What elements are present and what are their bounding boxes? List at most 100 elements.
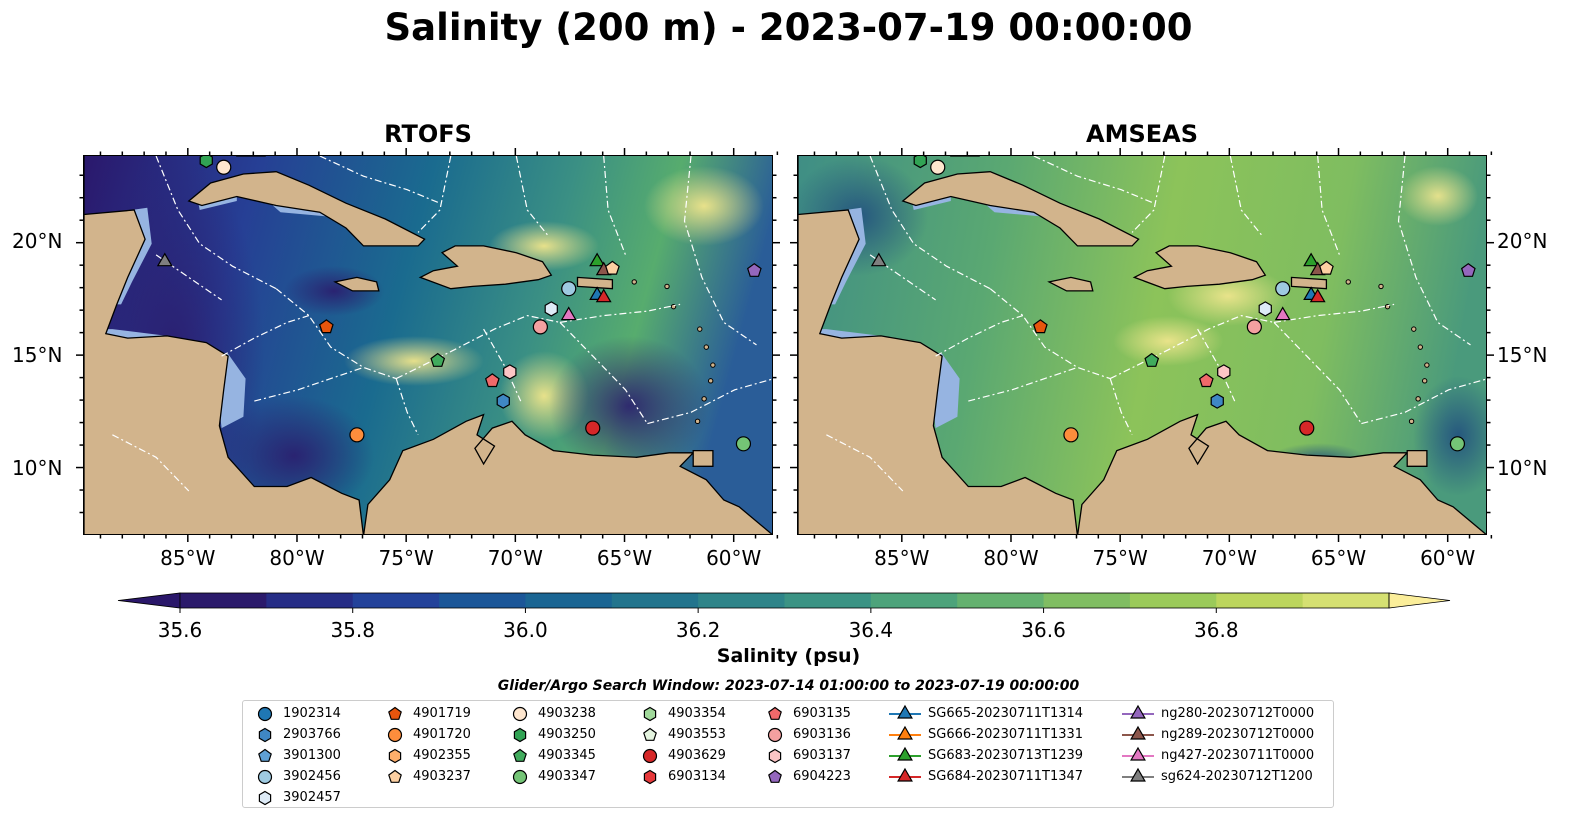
legend-swatch-triangle xyxy=(889,704,921,719)
legend-swatch-circle xyxy=(257,769,273,785)
colorbar-tick-label: 36.0 xyxy=(503,618,548,642)
obs-4903345 xyxy=(430,352,446,367)
legend-swatch-triangle xyxy=(889,746,921,761)
legend-label: 1902314 xyxy=(283,705,341,721)
legend-label: 4903354 xyxy=(668,705,726,721)
lon-tick-1-1: 80°W xyxy=(983,546,1039,570)
lon-tick-0-0: 85°W xyxy=(160,546,216,570)
legend-marker xyxy=(897,746,913,761)
legend-label: ng280-20230712T0000 xyxy=(1161,705,1315,721)
legend-marker xyxy=(1130,704,1146,719)
land-jamaica xyxy=(1047,276,1094,292)
shelf-area-0 xyxy=(84,329,246,429)
eez-line-16 xyxy=(826,434,904,492)
legend-marker xyxy=(643,769,657,785)
obs-6903137 xyxy=(503,364,517,380)
lon-tick-1-4: 65°W xyxy=(1310,546,1367,570)
legend-swatch-circle xyxy=(512,769,528,785)
obs-2903766 xyxy=(1210,393,1224,409)
eez-line-15 xyxy=(155,254,222,301)
panel-title-amseas: AMSEAS xyxy=(1086,120,1198,148)
legend-entry: 4901720 xyxy=(383,724,471,744)
colorbar-bin xyxy=(1129,593,1217,608)
island-5 xyxy=(694,418,701,425)
eez-line-11 xyxy=(1397,156,1471,346)
legend-label: 6903134 xyxy=(668,768,726,784)
eez-line-14 xyxy=(968,366,1078,402)
map-panel-rtofs[interactable] xyxy=(83,155,773,535)
legend-swatch-hexagon xyxy=(643,706,657,722)
land-central-america xyxy=(84,209,364,534)
obs-4903250 xyxy=(199,156,213,169)
obs-6903135 xyxy=(1198,373,1214,388)
obs-4903629 xyxy=(1299,420,1315,436)
colorbar-tick-label: 36.2 xyxy=(675,618,721,642)
obs-4903238 xyxy=(930,159,946,175)
shelf-area-0 xyxy=(798,329,960,429)
eez-line-1 xyxy=(275,288,397,380)
legend-label: 6904223 xyxy=(793,768,851,784)
obs-4903347 xyxy=(735,436,752,452)
legend-label: 4903238 xyxy=(538,705,596,721)
colorbar-bin xyxy=(352,593,440,608)
legend-swatch-triangle xyxy=(1122,767,1154,782)
legend-label: 3902457 xyxy=(283,789,341,805)
obs-4903237 xyxy=(605,260,620,275)
island-3 xyxy=(1421,378,1428,384)
legend-swatch-pentagon xyxy=(768,706,782,720)
legend-label: 3902456 xyxy=(283,768,341,784)
legend-entry: 2903766 xyxy=(253,724,341,744)
legend-swatch-circle xyxy=(387,727,403,743)
colorbar xyxy=(117,592,1451,613)
land-hispaniola xyxy=(1132,245,1267,290)
legend-marker xyxy=(897,767,913,782)
legend-label: 4903347 xyxy=(538,768,596,784)
obs-6903136 xyxy=(1246,319,1262,335)
legend-marker xyxy=(767,727,783,743)
legend-label: 3901300 xyxy=(283,747,341,763)
obs-6903137 xyxy=(1217,364,1231,380)
colorbar-bin xyxy=(266,593,354,608)
obs-6904223 xyxy=(746,262,762,277)
lon-tick-1-5: 60°W xyxy=(1420,546,1476,570)
legend-marker xyxy=(258,748,272,762)
eez-line-9 xyxy=(1229,156,1264,238)
land-south-america xyxy=(363,413,772,534)
lat-tick-left-15: 15°N xyxy=(12,343,63,367)
lat-tick-left-20: 20°N xyxy=(12,229,63,253)
legend-marker xyxy=(1130,767,1146,782)
obs-sg624-20230712T1200 xyxy=(156,252,173,267)
lon-tick-0-1: 80°W xyxy=(269,546,325,570)
lon-tick-0-4: 65°W xyxy=(596,546,653,570)
obs-3902457 xyxy=(1258,301,1272,317)
lat-tick-right-10: 10°N xyxy=(1497,456,1548,480)
obs-SG683-20230713T1239 xyxy=(589,252,606,267)
legend-label: SG665-20230711T1314 xyxy=(928,705,1084,721)
obs-3902457 xyxy=(544,301,558,317)
obs-SG684-20230711T1347 xyxy=(1309,288,1326,303)
island-2 xyxy=(710,362,716,368)
colorbar-bin xyxy=(1302,593,1390,608)
legend-label: SG684-20230711T1347 xyxy=(928,768,1084,784)
legend-marker xyxy=(897,725,913,740)
colorbar-bin xyxy=(957,593,1045,608)
legend-marker xyxy=(388,748,402,764)
legend-marker xyxy=(513,748,527,762)
land-trinidad xyxy=(692,449,714,467)
obs-6904223 xyxy=(1460,262,1476,277)
land-hispaniola xyxy=(418,245,553,290)
obs-SG684-20230711T1347 xyxy=(595,288,612,303)
obs-4903250 xyxy=(913,156,927,169)
legend-entry: 4903347 xyxy=(508,766,596,786)
legend-entry: 3901300 xyxy=(253,745,341,765)
map-panel-amseas[interactable] xyxy=(797,155,1487,535)
legend-marker xyxy=(643,706,657,722)
legend-entry: 6903135 xyxy=(763,703,851,723)
eez-line-1 xyxy=(989,288,1111,380)
legend-entry: 4903237 xyxy=(383,766,471,786)
observation-markers xyxy=(156,156,762,452)
colorbar-tick-label: 35.8 xyxy=(330,618,375,642)
legend-marker xyxy=(258,727,272,743)
legend-entry: 6903134 xyxy=(638,766,726,786)
colorbar-bin xyxy=(1043,593,1131,608)
